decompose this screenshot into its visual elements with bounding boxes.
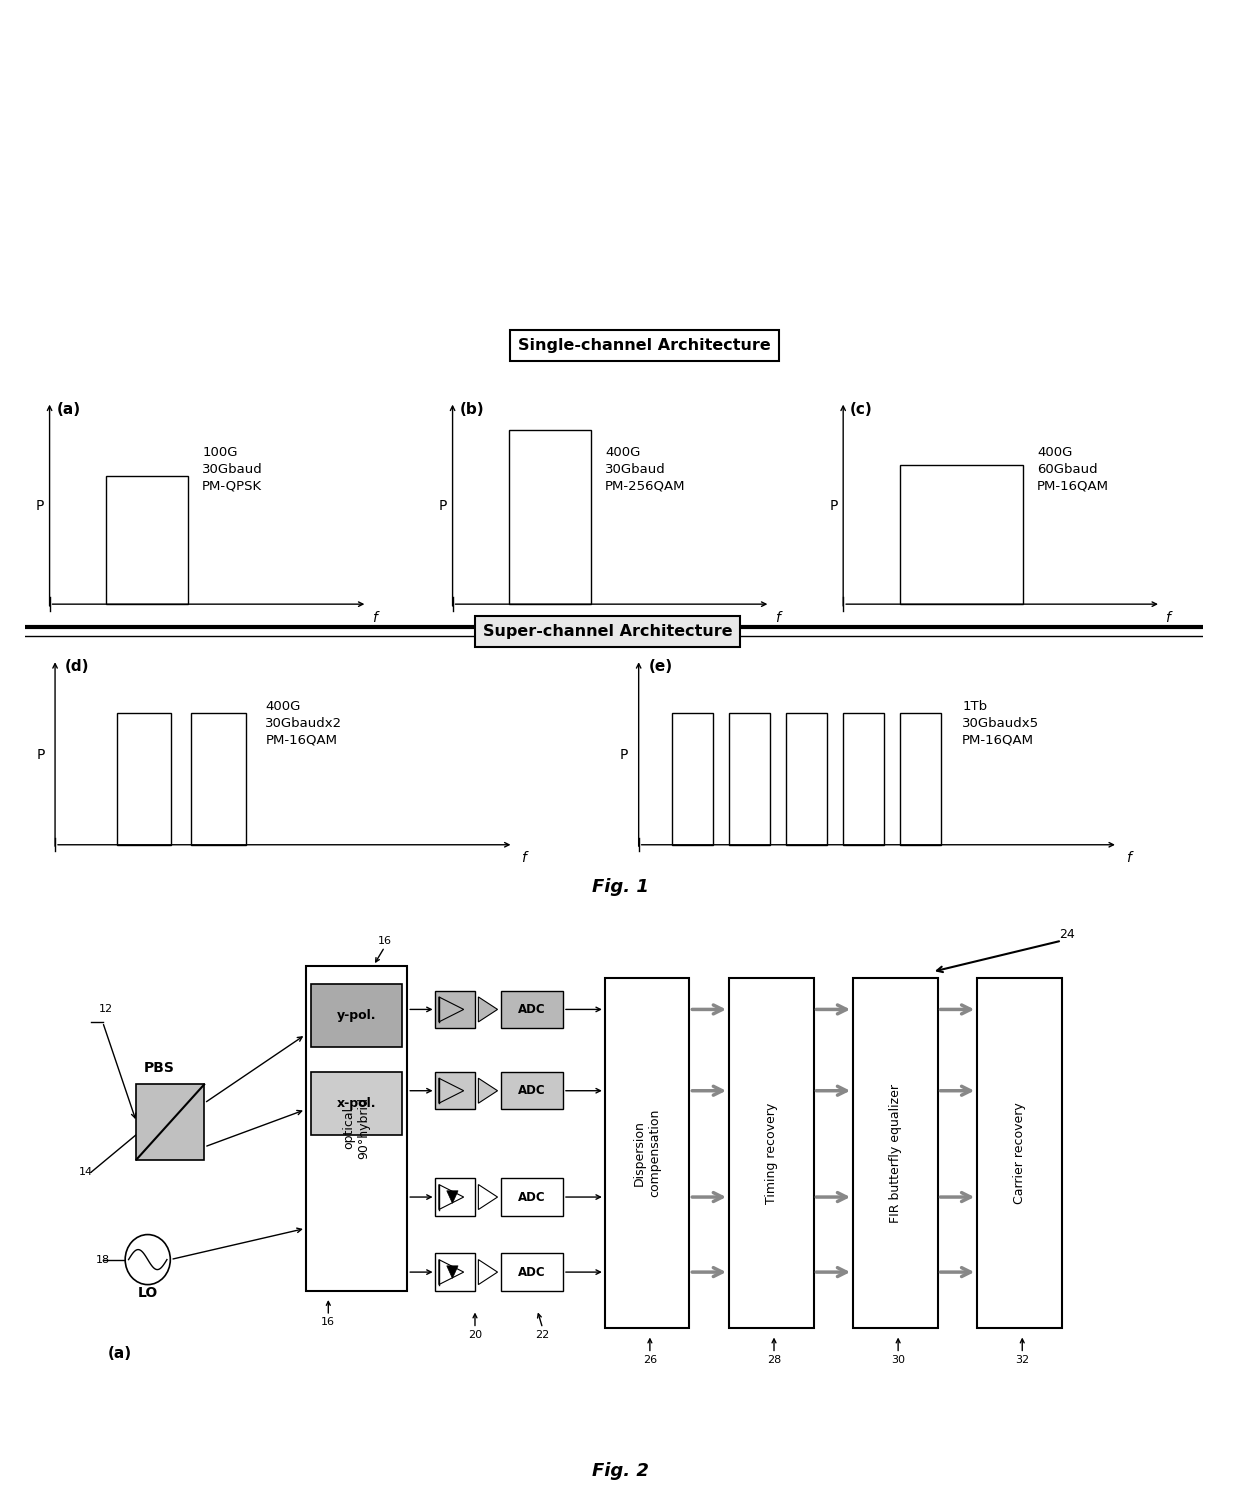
Text: P: P (36, 500, 45, 513)
Text: (e): (e) (649, 659, 673, 674)
Text: P: P (439, 500, 448, 513)
Polygon shape (446, 1265, 458, 1279)
Text: 18: 18 (95, 1255, 109, 1264)
Text: 1Tb
30Gbaudx5
PM-16QAM: 1Tb 30Gbaudx5 PM-16QAM (962, 699, 1039, 747)
Bar (729, 713, 770, 845)
Bar (501, 1178, 563, 1216)
Text: Timing recovery: Timing recovery (765, 1103, 777, 1204)
Text: Dispersion
compensation: Dispersion compensation (634, 1109, 661, 1198)
Bar (786, 713, 827, 845)
Bar (435, 991, 475, 1028)
Polygon shape (479, 1259, 497, 1285)
Polygon shape (439, 1259, 464, 1285)
Bar (311, 1072, 402, 1135)
Circle shape (125, 1234, 170, 1285)
Bar (605, 979, 689, 1328)
Text: P: P (37, 747, 46, 763)
Text: ADC: ADC (517, 1084, 546, 1097)
Text: f: f (1126, 851, 1131, 865)
Text: f: f (521, 851, 526, 865)
Text: 24: 24 (1059, 928, 1075, 941)
Text: 28: 28 (766, 1355, 781, 1364)
Bar (508, 429, 591, 603)
Text: f: f (775, 611, 780, 624)
Polygon shape (439, 997, 464, 1022)
Bar (853, 979, 937, 1328)
Bar (435, 1072, 475, 1109)
Text: Single-channel Architecture: Single-channel Architecture (518, 338, 771, 353)
Text: Carrier recovery: Carrier recovery (1013, 1102, 1025, 1204)
Text: (a): (a) (57, 402, 81, 417)
Text: 22: 22 (536, 1330, 549, 1339)
Text: 20: 20 (467, 1330, 482, 1339)
Bar (435, 1253, 475, 1291)
Bar (729, 979, 813, 1328)
Text: 14: 14 (78, 1168, 93, 1177)
Text: f: f (1166, 611, 1171, 624)
Text: y-pol.: y-pol. (337, 1009, 376, 1022)
Text: optical
90°hybrid: optical 90°hybrid (342, 1097, 371, 1159)
Text: 400G
60Gbaud
PM-16QAM: 400G 60Gbaud PM-16QAM (1037, 446, 1109, 492)
Bar (977, 979, 1061, 1328)
Bar (306, 965, 407, 1291)
Text: f: f (372, 611, 377, 624)
Bar (900, 713, 941, 845)
Polygon shape (439, 1078, 464, 1103)
Polygon shape (439, 1184, 464, 1210)
Text: Super-channel Architecture: Super-channel Architecture (482, 624, 733, 639)
Bar (843, 713, 884, 845)
Polygon shape (479, 1184, 497, 1210)
Bar (672, 713, 713, 845)
Text: Fig. 2: Fig. 2 (591, 1462, 649, 1480)
Bar (435, 1178, 475, 1216)
Bar (501, 1072, 563, 1109)
Text: FIR butterfly equalizer: FIR butterfly equalizer (889, 1084, 901, 1223)
Text: 400G
30Gbaudx2
PM-16QAM: 400G 30Gbaudx2 PM-16QAM (265, 699, 342, 747)
Bar (117, 713, 171, 845)
Text: (a): (a) (108, 1346, 131, 1361)
Text: (b): (b) (460, 402, 484, 417)
Text: 26: 26 (642, 1355, 657, 1364)
Text: 30: 30 (892, 1355, 905, 1364)
Polygon shape (479, 997, 497, 1022)
Polygon shape (479, 1078, 497, 1103)
Text: (c): (c) (851, 402, 873, 417)
Text: LO: LO (138, 1286, 157, 1300)
Text: 16: 16 (321, 1318, 335, 1327)
Polygon shape (446, 1190, 458, 1204)
Text: ADC: ADC (517, 1190, 546, 1204)
Bar (191, 713, 246, 845)
Bar (501, 991, 563, 1028)
Bar (501, 1253, 563, 1291)
Text: ADC: ADC (517, 1265, 546, 1279)
Text: PBS: PBS (144, 1061, 175, 1075)
Bar (899, 465, 1023, 603)
Text: 12: 12 (99, 1004, 113, 1015)
Bar (105, 476, 188, 603)
Text: (d): (d) (64, 659, 89, 674)
Text: 32: 32 (1016, 1355, 1029, 1364)
Text: ADC: ADC (517, 1003, 546, 1016)
Text: 16: 16 (378, 935, 392, 946)
Text: 100G
30Gbaud
PM-QPSK: 100G 30Gbaud PM-QPSK (202, 446, 263, 492)
Text: x-pol.: x-pol. (337, 1097, 376, 1109)
Text: P: P (830, 500, 838, 513)
Text: 400G
30Gbaud
PM-256QAM: 400G 30Gbaud PM-256QAM (605, 446, 686, 492)
Text: P: P (620, 747, 629, 763)
Bar (311, 985, 402, 1048)
Bar (136, 1084, 205, 1159)
Text: Fig. 1: Fig. 1 (591, 878, 649, 896)
